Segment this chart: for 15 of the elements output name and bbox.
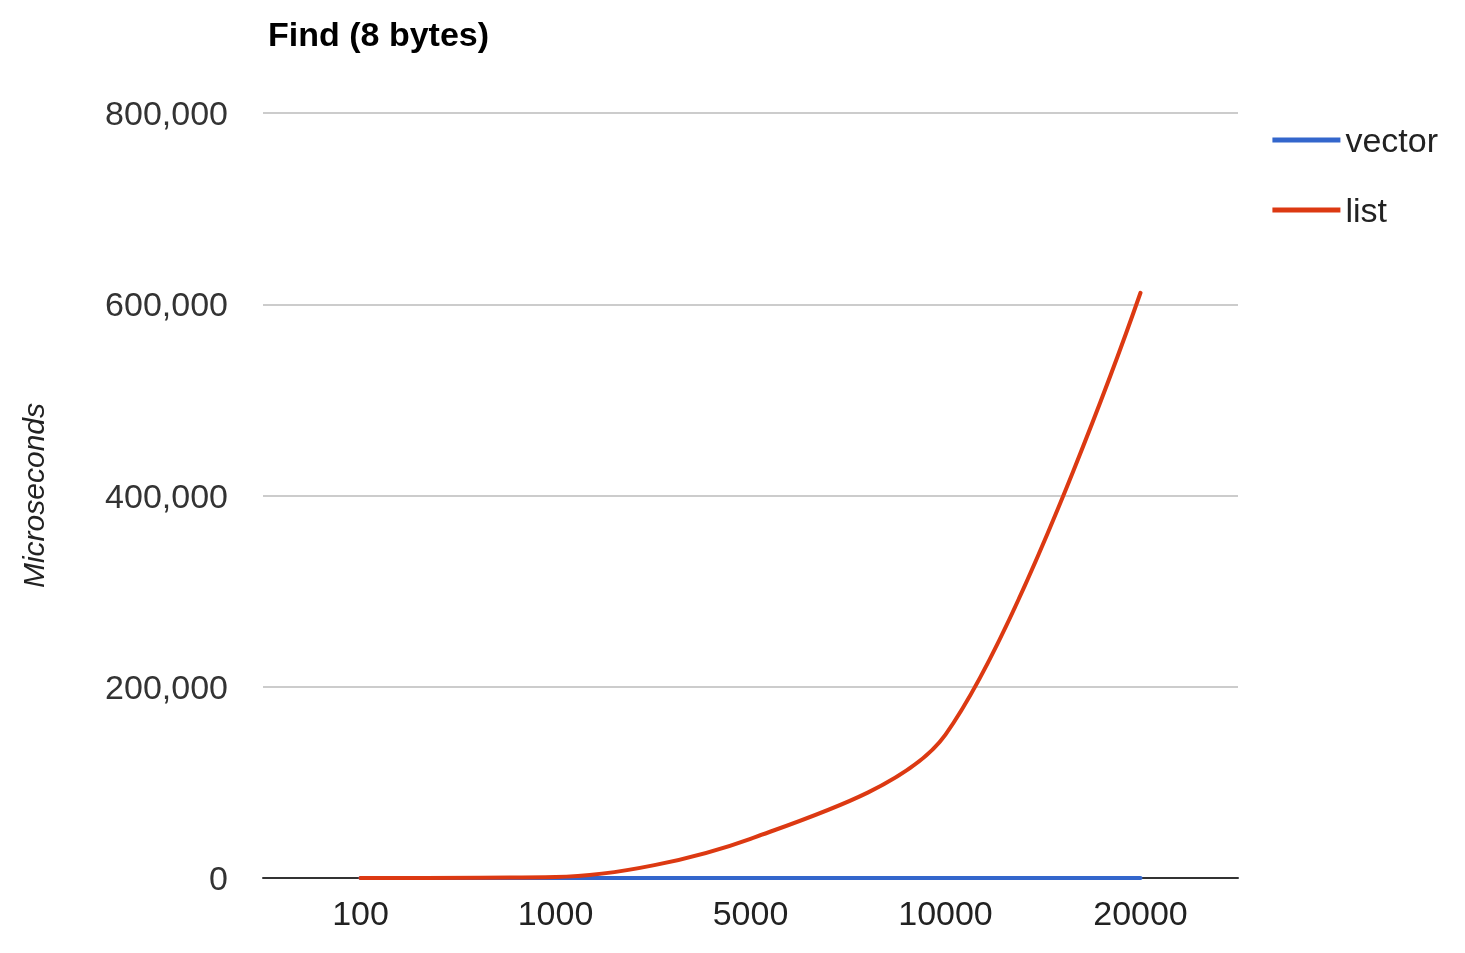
line-series <box>358 290 1143 880</box>
x-tick-label: 10000 <box>898 894 993 932</box>
y-tick-label: 800,000 <box>105 94 228 132</box>
x-tick-label: 20000 <box>1093 894 1188 932</box>
y-axis-title: Microseconds <box>16 402 50 589</box>
legend-label: list <box>1345 191 1388 229</box>
x-tick-label: 100 <box>332 894 389 932</box>
y-tick-label: 400,000 <box>105 476 228 515</box>
legend-label: vector <box>1345 121 1439 159</box>
x-tick-label: 1000 <box>517 894 594 932</box>
x-tick-label: 5000 <box>712 894 789 932</box>
chart-title: Find (8 bytes) <box>268 15 490 53</box>
y-tick-label: 0 <box>209 859 228 897</box>
y-tick-label: 200,000 <box>105 667 228 706</box>
y-tick-label: 600,000 <box>105 285 228 324</box>
